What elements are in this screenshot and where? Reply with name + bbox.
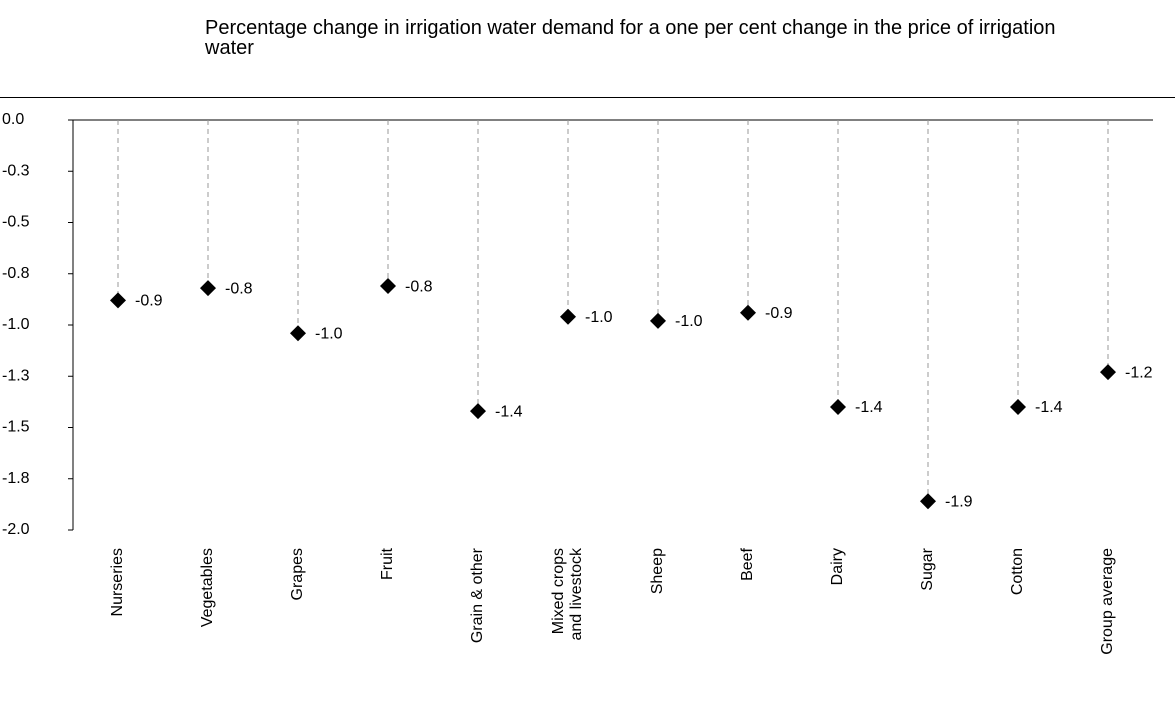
value-label: -1.0 <box>315 325 343 342</box>
marker <box>380 278 396 295</box>
value-label: -0.8 <box>225 280 253 297</box>
x-tick-label: Cotton <box>1009 548 1026 595</box>
x-tick-label: Fruit <box>379 547 396 580</box>
value-label: -1.4 <box>495 403 523 420</box>
marker <box>650 312 666 329</box>
marker <box>560 308 576 325</box>
x-tick-label: Grapes <box>289 548 306 600</box>
value-label: -1.4 <box>1035 399 1063 416</box>
value-label: -0.8 <box>405 278 433 295</box>
value-label: -1.9 <box>945 494 973 511</box>
x-tick-label-line: and livestock <box>568 547 585 645</box>
y-tick-label: -1.3 <box>2 367 30 384</box>
marker <box>1010 399 1026 415</box>
x-tick-label-line: Mixed crops <box>550 548 567 634</box>
value-label: -1.2 <box>1125 364 1153 381</box>
x-tick-label: Mixed crops and livestock <box>550 547 585 645</box>
marker <box>110 292 126 309</box>
x-tick-label: Beef <box>739 547 756 580</box>
y-tick-label: -1.5 <box>2 419 30 436</box>
x-tick-label: Vegetables <box>199 548 216 627</box>
y-tick-label: -0.3 <box>2 162 30 179</box>
y-tick-label: -1.8 <box>2 470 30 487</box>
y-tick-label: 0.0 <box>2 111 24 128</box>
marker <box>830 399 846 415</box>
y-tick-label: -0.8 <box>2 265 30 282</box>
y-tick-label: -2.0 <box>2 521 30 538</box>
marker <box>290 325 306 342</box>
chart-title: Percentage change in irrigation water de… <box>205 17 1056 59</box>
marker <box>200 280 216 297</box>
value-label: -1.4 <box>855 399 883 416</box>
value-label: -1.0 <box>675 313 703 330</box>
x-tick-label: Sheep <box>649 548 666 594</box>
x-tick-label: Grain & other <box>469 547 486 643</box>
value-label: -0.9 <box>765 305 793 322</box>
y-tick-label: -1.0 <box>2 316 30 333</box>
x-tick-label: Dairy <box>829 548 846 585</box>
title-rule <box>0 97 1175 98</box>
marker <box>470 403 486 420</box>
marker <box>920 493 936 510</box>
marker <box>740 304 756 321</box>
value-label: -1.0 <box>585 309 613 326</box>
marker <box>1100 364 1116 381</box>
x-tick-label: Nurseries <box>109 548 126 616</box>
x-tick-label: Group average <box>1099 548 1116 655</box>
x-tick-label: Sugar <box>919 547 936 590</box>
value-label: -0.9 <box>135 293 163 310</box>
y-tick-label: -0.5 <box>2 214 30 231</box>
